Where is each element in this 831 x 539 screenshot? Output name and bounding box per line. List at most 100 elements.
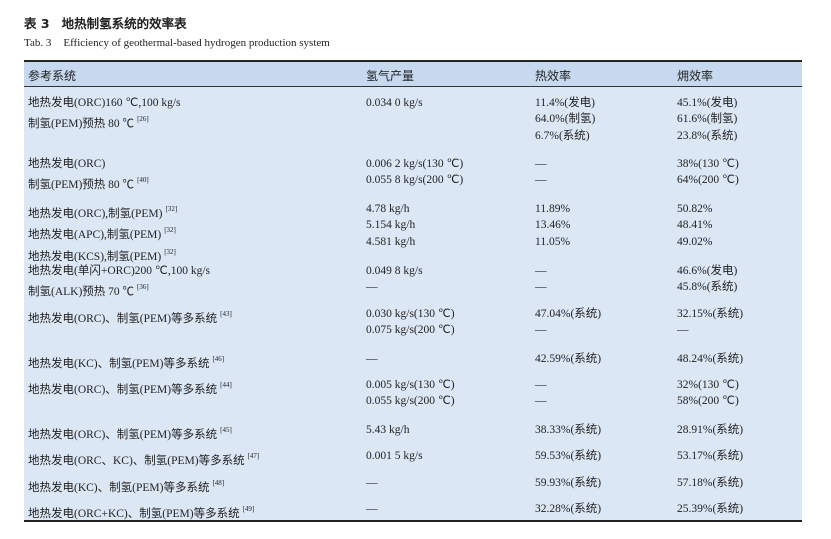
cell-line: 49.02% (677, 235, 713, 248)
system-text: 地热发电(KCS),制氢(PEM) (28, 250, 162, 263)
reference-system-cell: 地热发电(ORC、KC)、制氢(PEM)等多系统 [47] (28, 448, 259, 469)
table-number-en: Tab. 3 (24, 37, 52, 49)
table-number: 表 3 (24, 16, 50, 31)
table-title: 地热制氢系统的效率表 (61, 16, 187, 31)
system-text: 地热发电(ORC)、制氢(PEM)等多系统 (28, 384, 218, 396)
exergy-efficiency-cell: 25.39%(系统) (677, 501, 743, 517)
header-reference-system: 参考系统 (28, 69, 77, 83)
cell-line: 制氢(ALK)预热 70 ℃ [36] (28, 279, 210, 300)
cell-line: 45.1%(发电) (677, 97, 738, 109)
hydrogen-output-cell: 0.034 0 kg/s (366, 95, 423, 111)
cell-line: 地热发电(APC),制氢(PEM) [32] (28, 222, 177, 243)
cell-line: 64%(200 ℃) (677, 174, 739, 187)
cell-line: 地热发电(ORC)、制氢(PEM)等多系统 [43] (28, 306, 232, 327)
reference-system-cell: 地热发电(ORC+KC)、制氢(PEM)等多系统 [49] (28, 501, 254, 522)
cell-line: — (535, 395, 547, 408)
cell-line: 23.8%(系统) (677, 129, 738, 142)
system-text: 地热发电(ORC) (28, 158, 106, 170)
cell-line: — (677, 324, 689, 337)
cell-line: 6.7%(系统) (535, 129, 590, 142)
cell-line: 53.17%(系统) (677, 450, 744, 462)
cell-line: 42.59%(系统) (535, 353, 602, 365)
cell-line: 0.034 0 kg/s (366, 97, 423, 109)
cell-line: 45.8%(系统) (677, 281, 738, 294)
thermal-efficiency-cell: 38.33%(系统) (535, 422, 601, 438)
hydrogen-output-cell: 5.43 kg/h (366, 422, 409, 438)
cell-line: 11.89% (535, 203, 571, 215)
cell-line: — (535, 158, 547, 170)
reference-system-cell: 地热发电(ORC)、制氢(PEM)等多系统 [43] (28, 306, 232, 327)
thermal-efficiency-cell: — — (535, 263, 547, 296)
cell-line: 地热发电(ORC)、制氢(PEM)等多系统 [44] (28, 377, 232, 398)
citation-ref: [32] (164, 226, 176, 235)
system-text: 地热发电(单闪+ORC)200 ℃,100 kg/s (28, 265, 211, 277)
thermal-efficiency-cell: 11.89% 13.46% 11.05% (535, 201, 570, 250)
thermal-efficiency-cell: 11.4%(发电) 64.0%(制氢) 6.7%(系统) (535, 95, 595, 144)
cell-line: 11.05% (535, 235, 571, 248)
cell-line: 48.24%(系统) (677, 353, 744, 365)
system-text: 地热发电(KC)、制氢(PEM)等多系统 (28, 358, 210, 370)
citation-ref: [40] (137, 176, 149, 185)
cell-line: 64.0%(制氢) (535, 113, 596, 126)
cell-line: 32%(130 ℃) (677, 379, 739, 391)
cell-line: — (535, 174, 547, 187)
cell-line: 13.46% (535, 219, 571, 232)
cell-line: 4.78 kg/h (366, 203, 410, 215)
cell-line: 地热发电(单闪+ORC)200 ℃,100 kg/s (28, 263, 210, 279)
exergy-efficiency-cell: 50.82% 48.41% 49.02% (677, 201, 712, 250)
cell-line: 地热发电(ORC+KC)、制氢(PEM)等多系统 [49] (28, 501, 254, 522)
hydrogen-output-cell: 0.030 kg/s(130 ℃) 0.075 kg/s(200 ℃) (366, 306, 455, 339)
citation-ref: [47] (247, 452, 260, 460)
cell-line: 58%(200 ℃) (677, 395, 739, 408)
system-text: 地热发电(ORC)、制氢(PEM)等多系统 (28, 313, 218, 325)
citation-ref: [44] (220, 381, 232, 389)
cell-line: 地热发电(ORC、KC)、制氢(PEM)等多系统 [47] (28, 448, 259, 469)
cell-line: 25.39%(系统) (677, 503, 744, 515)
system-text: 地热发电(ORC)、制氢(PEM)等多系统 (28, 429, 218, 441)
reference-system-cell: 地热发电(KC)、制氢(PEM)等多系统 [48] (28, 475, 224, 496)
hydrogen-output-cell: 4.78 kg/h 5.154 kg/h 4.581 kg/h (366, 201, 415, 250)
cell-line: 11.4%(发电) (535, 97, 595, 109)
cell-line: 制氢(PEM)预热 80 ℃ [26] (28, 111, 181, 132)
system-text: 制氢(ALK)预热 70 ℃ (28, 286, 135, 299)
exergy-efficiency-cell: 38%(130 ℃) 64%(200 ℃) (677, 156, 739, 189)
citation-ref: [36] (137, 283, 149, 292)
thermal-efficiency-cell: 32.28%(系统) (535, 501, 601, 517)
citation-ref: [32] (165, 205, 178, 213)
exergy-efficiency-cell: 32.15%(系统) — (677, 306, 743, 339)
table-title-en: Efficiency of geothermal-based hydrogen … (63, 37, 330, 49)
reference-system-cell: 地热发电(ORC)、制氢(PEM)等多系统 [44] (28, 377, 232, 398)
reference-system-cell: 地热发电(ORC)160 ℃,100 kg/s 制氢(PEM)预热 80 ℃ [26… (28, 95, 181, 133)
cell-line: 0.055 8 kg/s(200 ℃) (366, 174, 464, 187)
cell-line: 0.001 5 kg/s (366, 450, 423, 462)
citation-ref: [49] (242, 505, 255, 513)
cell-line: — (535, 265, 547, 277)
reference-system-cell: 地热发电(单闪+ORC)200 ℃,100 kg/s 制氢(ALK)预热 70 ℃… (28, 263, 210, 301)
thermal-efficiency-cell: 59.93%(系统) (535, 475, 601, 491)
cell-line: — (535, 324, 547, 337)
reference-system-cell: 地热发电(ORC),制氢(PEM) [32] 地热发电(APC),制氢(PEM) [3… (28, 201, 177, 265)
cell-line: 0.005 kg/s(130 ℃) (366, 379, 455, 391)
table-caption-chinese: 表 3 地热制氢系统的效率表 (24, 13, 187, 32)
hydrogen-output-cell: — (366, 501, 378, 517)
system-text: 地热发电(ORC),制氢(PEM) (28, 208, 163, 220)
reference-system-cell: 地热发电(KC)、制氢(PEM)等多系统 [46] (28, 351, 224, 372)
system-text: 地热发电(APC),制氢(PEM) (28, 229, 162, 242)
cell-line: 57.18%(系统) (677, 477, 744, 489)
cell-line: 地热发电(ORC),制氢(PEM) [32] (28, 201, 177, 222)
cell-line: — (366, 477, 378, 489)
cell-line: 47.04%(系统) (535, 308, 602, 320)
cell-line: 59.93%(系统) (535, 477, 602, 489)
cell-line: 46.6%(发电) (677, 265, 738, 277)
cell-line: 地热发电(ORC) (28, 156, 149, 172)
cell-line: — (366, 281, 378, 294)
cell-line: 地热发电(ORC)160 ℃,100 kg/s (28, 95, 181, 111)
system-text: 地热发电(ORC+KC)、制氢(PEM)等多系统 (28, 508, 240, 520)
thermal-efficiency-cell: — — (535, 156, 547, 189)
cell-line: 0.030 kg/s(130 ℃) (366, 308, 455, 320)
citation-ref: [26] (137, 115, 149, 124)
citation-ref: [43] (220, 310, 232, 318)
citation-ref: [46] (212, 355, 225, 363)
header-exergy-efficiency: 㶲效率 (677, 69, 714, 83)
cell-line: 地热发电(KC)、制氢(PEM)等多系统 [46] (28, 351, 224, 372)
